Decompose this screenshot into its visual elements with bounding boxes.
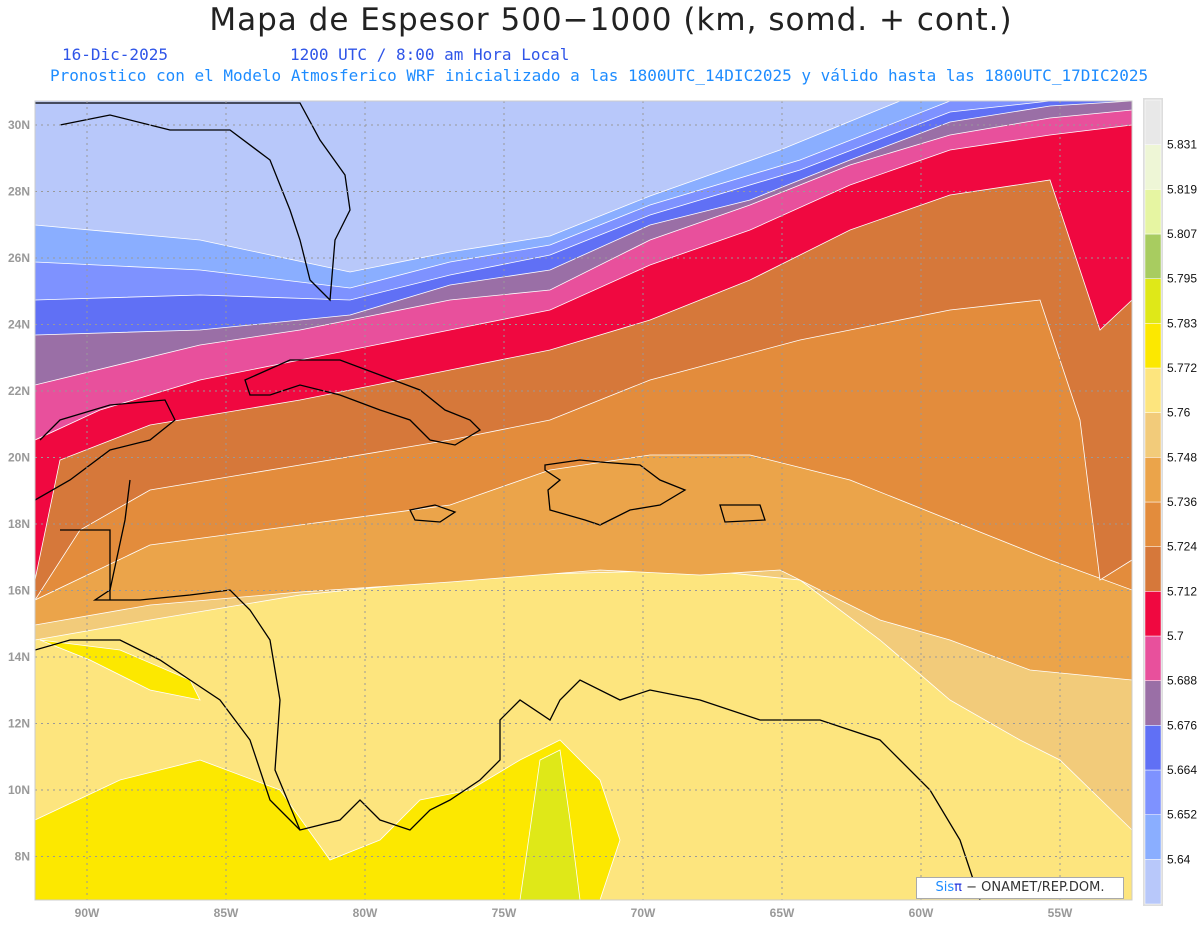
colorbar-swatch (1144, 814, 1162, 860)
colorbar-label: 5.712 (1167, 584, 1197, 598)
lon-label: 65W (770, 906, 795, 920)
colorbar-swatch (1144, 144, 1162, 190)
colorbar-label: 5.664 (1167, 763, 1197, 777)
lat-label: 8N (15, 850, 30, 864)
colorbar-label: 5.807 (1167, 227, 1197, 241)
colorbar-label: 5.76 (1167, 406, 1191, 420)
lat-label: 14N (8, 650, 30, 664)
coastlines (35, 102, 981, 900)
graticule (35, 101, 1132, 900)
lon-label: 75W (492, 906, 517, 920)
colorbar-swatch (1144, 546, 1162, 592)
colorbar-swatch (1144, 591, 1162, 637)
colorbar-label: 5.652 (1167, 808, 1197, 822)
colorbar-label: 5.676 (1167, 718, 1197, 732)
latitude-labels: 30N 28N 26N 24N 22N 20N 18N 16N 14N 12N 10N 8N (8, 118, 30, 864)
forecast-time: 1200 UTC / 8:00 am Hora Local (290, 45, 570, 64)
credit-org: − ONAMET/REP.DOM. (961, 880, 1105, 895)
colorbar-label: 5.783 (1167, 316, 1197, 330)
colorbar-swatch (1144, 189, 1162, 235)
lat-label: 12N (8, 717, 30, 731)
band-high (519, 749, 581, 900)
longitude-labels: 90W 85W 80W 75W 70W 65W 60W 55W (75, 906, 1073, 920)
lon-label: 70W (631, 906, 656, 920)
colorbar-label: 5.736 (1167, 495, 1197, 509)
lat-label: 20N (8, 451, 30, 465)
colorbar-legend: 5.64 5.652 5.664 5.676 5.688 5.7 5.712 5.724 5.7… (1143, 98, 1197, 906)
lon-label: 55W (1048, 906, 1073, 920)
forecast-date: 16-Dic-2025 (62, 45, 168, 64)
colorbar-label: 5.724 (1167, 540, 1197, 554)
map-frame (34, 100, 1133, 901)
lat-label: 10N (8, 783, 30, 797)
colorbar-swatch (1144, 635, 1162, 681)
colorbar-swatch (1144, 859, 1162, 905)
colorbar-swatch (1144, 680, 1162, 726)
sispi-logo: Sis (935, 880, 955, 895)
band-high (35, 739, 621, 900)
lat-label: 24N (8, 318, 30, 332)
colorbar-swatch (1144, 278, 1162, 324)
colorbar-swatch (1144, 367, 1162, 413)
band-high (39, 639, 201, 701)
credit-box: Sisπ − ONAMET/REP.DOM. (916, 877, 1124, 899)
colorbar-label: 5.772 (1167, 361, 1197, 375)
lon-label: 90W (75, 906, 100, 920)
lon-label: 85W (214, 906, 239, 920)
colorbar-swatch (1144, 725, 1162, 771)
model-description: Pronostico con el Modelo Atmosferico WRF… (50, 66, 1149, 85)
lat-label: 26N (8, 251, 30, 265)
colorbar-label: 5.64 (1167, 852, 1191, 866)
colorbar-label: 5.688 (1167, 674, 1197, 688)
colorbar-label: 5.831 (1167, 138, 1197, 152)
colorbar-swatch (1144, 412, 1162, 458)
colorbar-swatch (1144, 233, 1162, 279)
lat-label: 30N (8, 118, 30, 132)
colorbar-swatch (1144, 323, 1162, 369)
map-title: Mapa de Espesor 500−1000 (km, somd. + co… (209, 2, 1013, 38)
lat-label: 28N (8, 185, 30, 199)
colorbar-label: 5.7 (1167, 629, 1184, 643)
lat-label: 16N (8, 584, 30, 598)
thickness-contour-fills (35, 101, 1132, 900)
sispi-pi: π (954, 880, 962, 895)
colorbar-label: 5.819 (1167, 182, 1197, 196)
lat-label: 22N (8, 384, 30, 398)
colorbar-label: 5.795 (1167, 272, 1197, 286)
colorbar-swatch (1144, 769, 1162, 815)
lat-label: 18N (8, 517, 30, 531)
lon-label: 60W (909, 906, 934, 920)
colorbar-label: 5.748 (1167, 450, 1197, 464)
lon-label: 80W (353, 906, 378, 920)
colorbar-swatch (1144, 99, 1162, 145)
colorbar-swatch (1144, 457, 1162, 503)
colorbar-swatch (1144, 501, 1162, 547)
